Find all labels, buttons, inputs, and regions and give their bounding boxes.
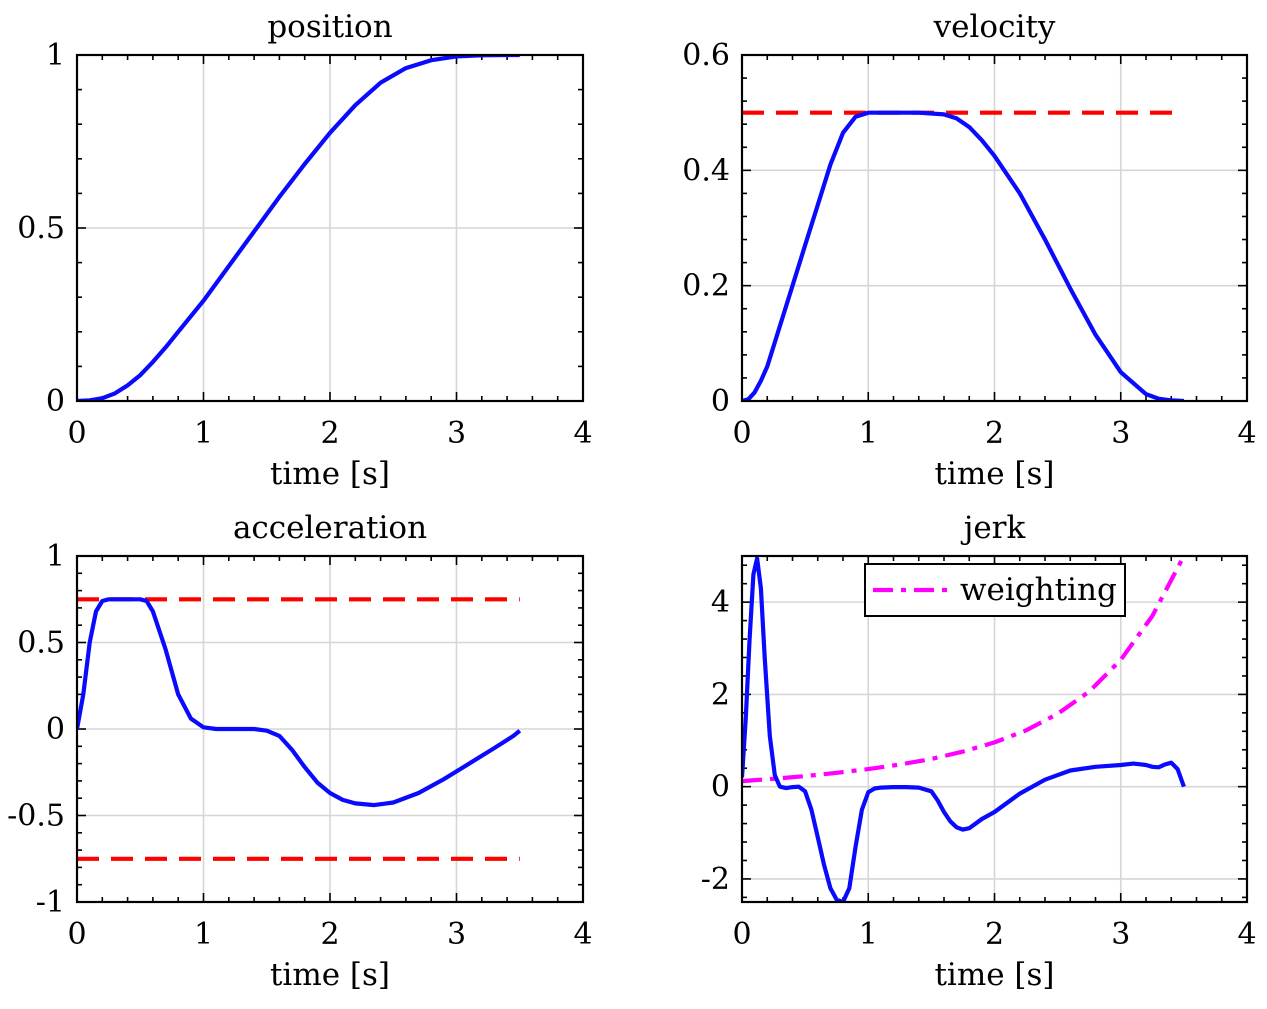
x-tick-label: 3 xyxy=(447,917,466,952)
legend: weighting xyxy=(864,563,1126,617)
plot-title: jerk xyxy=(961,510,1026,546)
legend-label: weighting xyxy=(960,572,1117,608)
panel-acceleration: 0 1 2 3 4 -1 -0.5 0 0.5 1 acceleration time [s] xyxy=(7,510,592,993)
y-tick-label: 2 xyxy=(711,677,730,712)
plot-title: position xyxy=(267,9,392,45)
y-tick-label: 1 xyxy=(46,539,65,574)
x-tick-label: 2 xyxy=(985,416,1004,451)
x-tick-label: 1 xyxy=(859,917,878,952)
panel-velocity: 0 1 2 3 4 0 0.2 0.4 0.6 velocity time [s] xyxy=(682,9,1256,492)
y-tick-label: 0 xyxy=(46,384,65,419)
weighting-line xyxy=(742,556,1186,784)
y-tick-label: -1 xyxy=(36,885,65,920)
y-tick-label: 0 xyxy=(46,712,65,747)
y-tick-label: 0 xyxy=(711,770,730,805)
velocity-line xyxy=(742,110,1184,401)
y-tick-label: 0.2 xyxy=(682,269,730,304)
plot-title: velocity xyxy=(933,9,1056,45)
x-tick-label: 3 xyxy=(1111,416,1130,451)
x-tick-label: 4 xyxy=(1237,917,1256,952)
position-line xyxy=(77,55,520,401)
y-tick-label: 0.5 xyxy=(17,626,65,661)
plot-frame xyxy=(75,554,585,904)
x-tick-label: 4 xyxy=(1237,416,1256,451)
y-tick-label: 1 xyxy=(46,38,65,73)
x-axis-label: time [s] xyxy=(934,456,1054,492)
y-tick-label: 0.4 xyxy=(682,153,730,188)
x-tick-label: 0 xyxy=(67,917,86,952)
x-tick-label: 3 xyxy=(1111,917,1130,952)
x-tick-label: 2 xyxy=(985,917,1004,952)
plot-frame xyxy=(740,53,1249,403)
plot-title: acceleration xyxy=(233,510,427,546)
x-tick-label: 4 xyxy=(573,416,592,451)
x-tick-label: 0 xyxy=(732,917,751,952)
acceleration-line xyxy=(77,597,522,808)
x-axis-label: time [s] xyxy=(270,456,390,492)
y-tick-label: -0.5 xyxy=(7,799,65,834)
y-tick-label: 0.5 xyxy=(17,211,65,246)
series-group xyxy=(77,597,522,861)
x-axis-label: time [s] xyxy=(270,957,390,993)
x-tick-label: 0 xyxy=(67,416,86,451)
y-tick-label: 4 xyxy=(711,585,730,620)
jerk-line xyxy=(742,556,1186,902)
y-tick-label: -2 xyxy=(701,862,730,897)
x-tick-label: 3 xyxy=(447,416,466,451)
series-group xyxy=(742,110,1184,401)
y-tick-label: 0.6 xyxy=(682,38,730,73)
x-tick-label: 1 xyxy=(194,917,213,952)
x-tick-label: 0 xyxy=(732,416,751,451)
plot-frame xyxy=(75,53,585,403)
x-tick-label: 2 xyxy=(320,416,339,451)
legend-box xyxy=(864,563,1126,617)
series-group xyxy=(742,556,1186,902)
x-tick-label: 4 xyxy=(573,917,592,952)
x-axis-label: time [s] xyxy=(934,957,1054,993)
x-tick-label: 1 xyxy=(194,416,213,451)
series-group xyxy=(77,55,520,401)
x-tick-label: 1 xyxy=(859,416,878,451)
x-tick-label: 2 xyxy=(320,917,339,952)
y-tick-label: 0 xyxy=(711,384,730,419)
plot-frame xyxy=(740,554,1249,904)
panel-position: 0 1 2 3 4 0 0.5 1 position time [s] xyxy=(17,9,592,492)
